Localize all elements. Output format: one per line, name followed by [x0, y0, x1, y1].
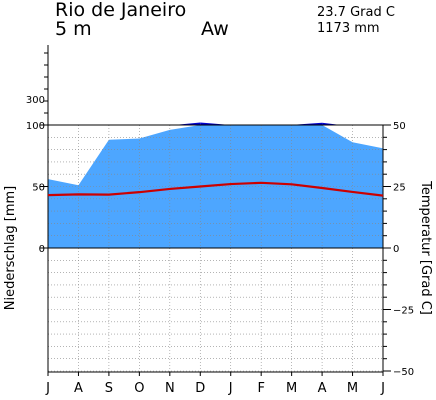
month-label: J: [228, 381, 233, 396]
temperature-line-group: [47, 181, 384, 197]
month-label: A: [74, 381, 83, 396]
month-label: D: [195, 381, 205, 396]
precipitation-fill: [48, 122, 383, 248]
left-tick-label: 100: [26, 121, 45, 132]
station-name: Rio de Janeiro: [55, 0, 187, 21]
right-tick-label: 25: [393, 183, 406, 194]
perhumid-area: [200, 122, 231, 125]
precipitation-area: [48, 125, 383, 248]
climate-classification: Aw: [201, 18, 229, 40]
left-tick-label: 300: [26, 95, 45, 106]
right-tick-label: −50: [393, 367, 414, 378]
month-label: S: [105, 381, 113, 396]
y-axis-label-left: Niederschlag [mm]: [3, 186, 18, 311]
perhumid-area: [174, 122, 201, 125]
mean-temperature: 23.7 Grad C: [317, 5, 395, 20]
right-tick-label: 0: [393, 244, 399, 255]
right-tick-label: −25: [393, 306, 414, 317]
month-label: M: [347, 381, 358, 396]
month-label: F: [257, 381, 264, 396]
perhumid-area: [291, 122, 323, 125]
month-label: O: [134, 381, 144, 396]
month-label: A: [318, 381, 327, 396]
annual-precipitation: 1173 mm: [317, 21, 380, 36]
y-axis-label-right: Temperatur [Grad C]: [418, 180, 433, 315]
tick-labels: 0 50 100 300 50 25 0 −25 −50 J A S O N D J F M A M J: [26, 95, 414, 396]
right-tick-label: 50: [393, 121, 406, 132]
perhumid-area: [322, 122, 341, 125]
temperature-line: [47, 181, 384, 197]
month-label: N: [165, 381, 175, 396]
month-label: M: [286, 381, 297, 396]
left-tick-label: 0: [39, 244, 45, 255]
station-elevation: 5 m: [55, 18, 92, 40]
month-label: J: [380, 381, 385, 396]
month-label: J: [45, 381, 50, 396]
left-tick-label: 50: [32, 183, 45, 194]
axes: [40, 45, 391, 376]
